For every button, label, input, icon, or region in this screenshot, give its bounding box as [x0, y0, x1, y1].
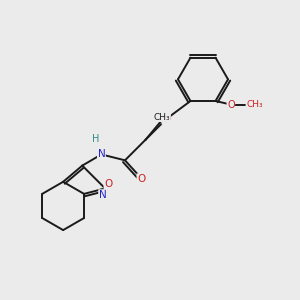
- Text: N: N: [99, 190, 106, 200]
- Text: H: H: [92, 134, 99, 144]
- Text: O: O: [227, 100, 235, 110]
- Text: O: O: [162, 114, 170, 124]
- Text: N: N: [98, 149, 105, 159]
- Text: CH₃: CH₃: [154, 112, 170, 122]
- Text: O: O: [137, 174, 145, 184]
- Text: CH₃: CH₃: [246, 100, 263, 109]
- Text: O: O: [104, 179, 112, 189]
